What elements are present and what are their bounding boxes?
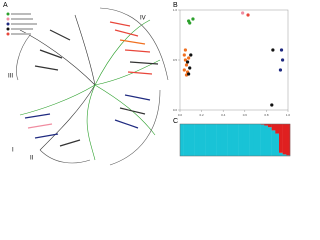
point bbox=[188, 66, 192, 70]
bar-segment bbox=[257, 124, 261, 156]
bar-segment bbox=[216, 124, 221, 156]
point bbox=[184, 63, 189, 67]
plot-frame bbox=[179, 123, 291, 157]
bar-segment bbox=[238, 124, 243, 156]
clade-arc bbox=[39, 149, 91, 164]
bar-segment bbox=[253, 124, 258, 156]
bar-segment bbox=[213, 124, 217, 156]
bar-segment bbox=[224, 124, 228, 156]
bar-segment bbox=[275, 124, 280, 134]
x-tick-label: 0.0 bbox=[178, 113, 183, 117]
bar-segment bbox=[202, 124, 206, 156]
plot-frame bbox=[179, 9, 289, 111]
clade-label: I bbox=[12, 148, 14, 154]
bar-segment bbox=[279, 152, 283, 156]
branch bbox=[94, 19, 151, 86]
bar-segment bbox=[279, 124, 283, 153]
branch bbox=[74, 14, 96, 86]
clade-label: IV bbox=[140, 16, 146, 22]
legend bbox=[6, 12, 37, 36]
y-tick-label: 1.0 bbox=[173, 8, 178, 12]
bar-segment bbox=[246, 124, 250, 156]
x-tick-label: 1.0 bbox=[286, 113, 291, 117]
bar-segment bbox=[260, 124, 265, 125]
bar-segment bbox=[268, 127, 272, 156]
x-tick-label: 0.2 bbox=[200, 113, 205, 117]
bar-segment bbox=[260, 124, 265, 156]
tree bbox=[6, 7, 169, 166]
bar-segment bbox=[209, 124, 214, 156]
clade-arc bbox=[99, 7, 169, 81]
bar-segment bbox=[268, 124, 272, 128]
bar-segment bbox=[194, 124, 199, 156]
point bbox=[191, 17, 195, 21]
branch bbox=[39, 84, 96, 151]
bar-segment bbox=[220, 124, 225, 156]
panel-label: B bbox=[173, 2, 178, 9]
point bbox=[182, 68, 186, 72]
point bbox=[182, 53, 186, 57]
figure: A B C I II III IV 0.0 0.2 0.4 0.6 0.8 1.0 0.0 0… bbox=[3, 2, 291, 166]
bar-segment bbox=[227, 124, 232, 156]
bar-segment bbox=[271, 124, 276, 131]
branch bbox=[86, 84, 96, 161]
clade-label: II bbox=[30, 156, 34, 162]
bar-segment bbox=[286, 124, 291, 156]
bar-segment bbox=[271, 130, 276, 156]
y-tick-label: 0.5 bbox=[173, 58, 178, 62]
bar-segment bbox=[249, 124, 254, 156]
bar-segment bbox=[205, 124, 210, 156]
tip-labels bbox=[24, 21, 159, 147]
bar-segment bbox=[187, 124, 192, 156]
point bbox=[187, 56, 191, 60]
point bbox=[271, 48, 275, 52]
point bbox=[278, 68, 283, 72]
bar-segment bbox=[286, 155, 291, 156]
branch bbox=[19, 29, 96, 86]
bar-segment bbox=[180, 124, 184, 156]
bar-segment bbox=[183, 124, 188, 156]
clade-arc bbox=[16, 34, 31, 81]
point bbox=[183, 48, 187, 52]
point bbox=[188, 21, 192, 25]
x-tick-label: 0.4 bbox=[221, 113, 226, 117]
panel-label: C bbox=[173, 118, 178, 125]
bar-segment bbox=[191, 124, 195, 156]
bar-segment bbox=[282, 124, 287, 155]
clade-label: III bbox=[8, 74, 13, 80]
branch bbox=[19, 84, 96, 116]
y-tick-label: 0.0 bbox=[173, 108, 178, 112]
bar-segment bbox=[264, 125, 269, 156]
bar-segment bbox=[275, 133, 280, 156]
point bbox=[241, 11, 245, 15]
point bbox=[185, 60, 190, 64]
point bbox=[270, 103, 274, 107]
clade-arc bbox=[109, 89, 161, 166]
point bbox=[279, 48, 284, 52]
point bbox=[281, 58, 285, 62]
point bbox=[246, 13, 250, 17]
x-tick-label: 0.8 bbox=[264, 113, 269, 117]
bar-segment bbox=[242, 124, 247, 156]
bar-segment bbox=[282, 154, 287, 156]
bar-segment bbox=[198, 124, 203, 156]
panel-label: A bbox=[3, 2, 8, 9]
point bbox=[189, 53, 193, 57]
point bbox=[183, 58, 187, 62]
branch bbox=[94, 84, 156, 136]
x-tick-label: 0.6 bbox=[243, 113, 248, 117]
bar-segment bbox=[235, 124, 239, 156]
bar-segment bbox=[231, 124, 236, 156]
bar-segment bbox=[264, 124, 269, 126]
branch bbox=[94, 59, 161, 86]
point bbox=[187, 72, 191, 76]
